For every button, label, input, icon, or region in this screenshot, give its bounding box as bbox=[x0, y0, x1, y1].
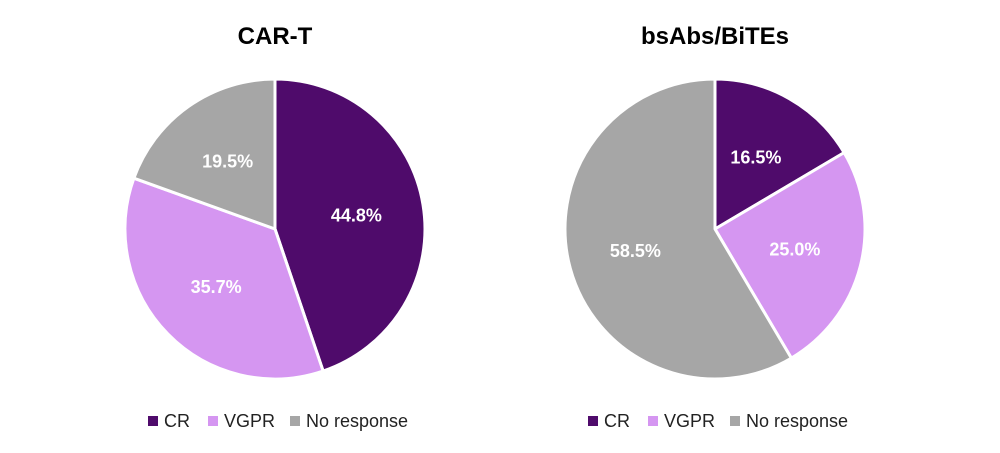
slice-label-no-response: 58.5% bbox=[610, 241, 661, 261]
slice-label-vgpr: 25.0% bbox=[769, 240, 820, 260]
pie-slices bbox=[563, 77, 867, 381]
pie-slices bbox=[123, 77, 427, 381]
pie-chart-car-t: CAR-T 44.8% 35.7% 19.5% CR VGPR No respo… bbox=[123, 23, 427, 431]
legend-label-cr: CR bbox=[604, 411, 630, 431]
pie-slice-vgpr bbox=[713, 151, 867, 360]
legend-swatch-vgpr bbox=[648, 416, 658, 426]
pie-chart-bsabs-bites: bsAbs/BiTEs 16.5% 25.0% 58.5% CR VGPR No… bbox=[563, 23, 867, 431]
legend: CR VGPR No response bbox=[588, 411, 848, 431]
pie-slice-vgpr bbox=[123, 176, 325, 381]
legend-swatch-no-response bbox=[730, 416, 740, 426]
legend-label-vgpr: VGPR bbox=[664, 411, 715, 431]
pie-slice-cr bbox=[273, 77, 427, 373]
chart-title: CAR-T bbox=[238, 23, 313, 50]
slice-labels: 16.5% 25.0% 58.5% bbox=[610, 147, 821, 260]
slice-label-vgpr: 35.7% bbox=[191, 277, 242, 297]
pie-slice-no-response bbox=[132, 77, 277, 231]
pie-slice-cr bbox=[713, 77, 846, 231]
slice-label-cr: 16.5% bbox=[730, 147, 781, 167]
chart-title: bsAbs/BiTEs bbox=[641, 23, 789, 50]
legend-swatch-vgpr bbox=[208, 416, 218, 426]
slice-labels: 44.8% 35.7% 19.5% bbox=[191, 152, 382, 297]
legend-label-vgpr: VGPR bbox=[224, 411, 275, 431]
legend-swatch-cr bbox=[148, 416, 158, 426]
legend-label-no-response: No response bbox=[306, 411, 408, 431]
legend-swatch-cr bbox=[588, 416, 598, 426]
legend-label-no-response: No response bbox=[746, 411, 848, 431]
pie-slice-no-response bbox=[563, 77, 793, 381]
slice-label-no-response: 19.5% bbox=[202, 152, 253, 172]
legend-label-cr: CR bbox=[164, 411, 190, 431]
legend-swatch-no-response bbox=[290, 416, 300, 426]
slice-label-cr: 44.8% bbox=[331, 206, 382, 226]
legend: CR VGPR No response bbox=[148, 411, 408, 431]
